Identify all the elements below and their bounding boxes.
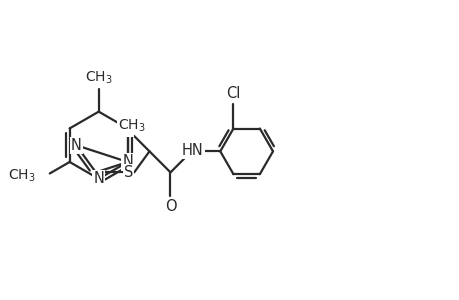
- Text: CH$_3$: CH$_3$: [85, 70, 112, 86]
- Text: N: N: [93, 171, 104, 186]
- Text: CH$_3$: CH$_3$: [118, 117, 145, 134]
- Text: HN: HN: [181, 143, 203, 158]
- Text: Cl: Cl: [226, 85, 240, 100]
- Text: O: O: [164, 200, 176, 214]
- Text: N: N: [71, 138, 81, 153]
- Text: CH$_3$: CH$_3$: [8, 168, 35, 184]
- Text: N: N: [122, 154, 133, 169]
- Text: S: S: [123, 165, 133, 180]
- Text: N: N: [122, 121, 133, 136]
